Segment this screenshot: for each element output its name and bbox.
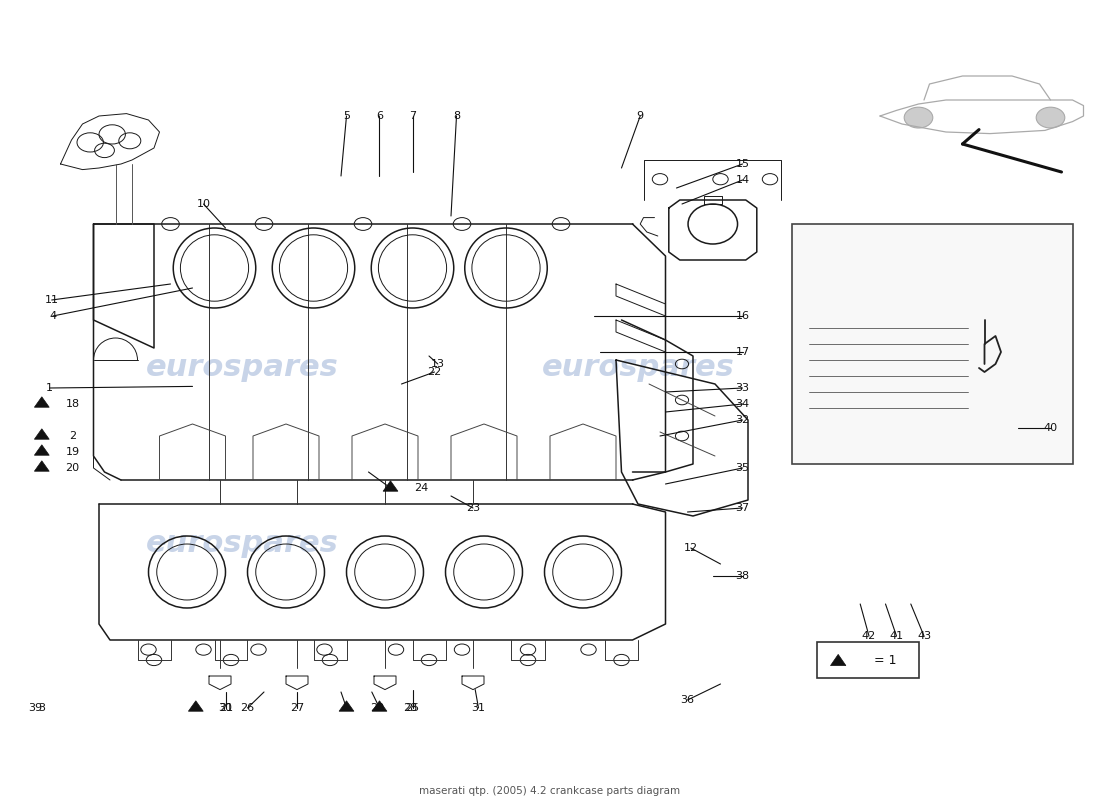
Text: 6: 6: [376, 111, 383, 121]
Text: 14: 14: [736, 175, 749, 185]
Circle shape: [904, 107, 933, 128]
Text: 3: 3: [39, 703, 45, 713]
Text: 4: 4: [50, 311, 56, 321]
Text: = 1: = 1: [874, 654, 896, 666]
Polygon shape: [34, 461, 50, 471]
Text: 9: 9: [637, 111, 644, 121]
Text: 25: 25: [406, 703, 419, 713]
Text: 12: 12: [684, 543, 697, 553]
Polygon shape: [34, 429, 50, 439]
Text: 15: 15: [736, 159, 749, 169]
Text: 19: 19: [66, 447, 79, 457]
Text: 34: 34: [736, 399, 749, 409]
Polygon shape: [34, 445, 50, 455]
Text: 31: 31: [472, 703, 485, 713]
Text: 32: 32: [736, 415, 749, 425]
Text: 2: 2: [69, 431, 76, 441]
Text: 18: 18: [66, 399, 79, 409]
Text: 38: 38: [736, 571, 749, 581]
Polygon shape: [383, 481, 398, 491]
Polygon shape: [339, 701, 354, 711]
Text: eurospares: eurospares: [145, 530, 339, 558]
Text: 36: 36: [681, 695, 694, 705]
Text: 43: 43: [917, 631, 931, 641]
Text: 5: 5: [343, 111, 350, 121]
Text: 28: 28: [404, 703, 417, 713]
Text: 29: 29: [371, 703, 384, 713]
Text: 20: 20: [66, 463, 79, 473]
Text: 16: 16: [736, 311, 749, 321]
Text: 37: 37: [736, 503, 749, 513]
Text: eurospares: eurospares: [541, 354, 735, 382]
Text: 27: 27: [290, 703, 304, 713]
Text: 22: 22: [428, 367, 441, 377]
Text: 35: 35: [736, 463, 749, 473]
Text: 13: 13: [431, 359, 444, 369]
FancyBboxPatch shape: [817, 642, 918, 678]
Text: 41: 41: [890, 631, 903, 641]
Polygon shape: [830, 654, 846, 666]
Text: 30: 30: [219, 703, 232, 713]
Text: 7: 7: [409, 111, 416, 121]
Text: 42: 42: [862, 631, 876, 641]
Polygon shape: [188, 701, 204, 711]
FancyBboxPatch shape: [792, 224, 1072, 464]
Text: 33: 33: [736, 383, 749, 393]
Text: 10: 10: [197, 199, 210, 209]
Polygon shape: [34, 397, 50, 407]
Text: 1: 1: [46, 383, 53, 393]
Text: 39: 39: [29, 703, 42, 713]
Text: 17: 17: [736, 347, 749, 357]
Text: 8: 8: [453, 111, 460, 121]
Text: 40: 40: [1044, 423, 1057, 433]
Text: 23: 23: [466, 503, 480, 513]
Text: 21: 21: [220, 703, 233, 713]
Text: 24: 24: [415, 483, 428, 493]
Polygon shape: [372, 701, 387, 711]
Text: eurospares: eurospares: [145, 354, 339, 382]
Circle shape: [1036, 107, 1065, 128]
Text: 26: 26: [241, 703, 254, 713]
Text: 11: 11: [45, 295, 58, 305]
Text: maserati qtp. (2005) 4.2 crankcase parts diagram: maserati qtp. (2005) 4.2 crankcase parts…: [419, 786, 681, 796]
